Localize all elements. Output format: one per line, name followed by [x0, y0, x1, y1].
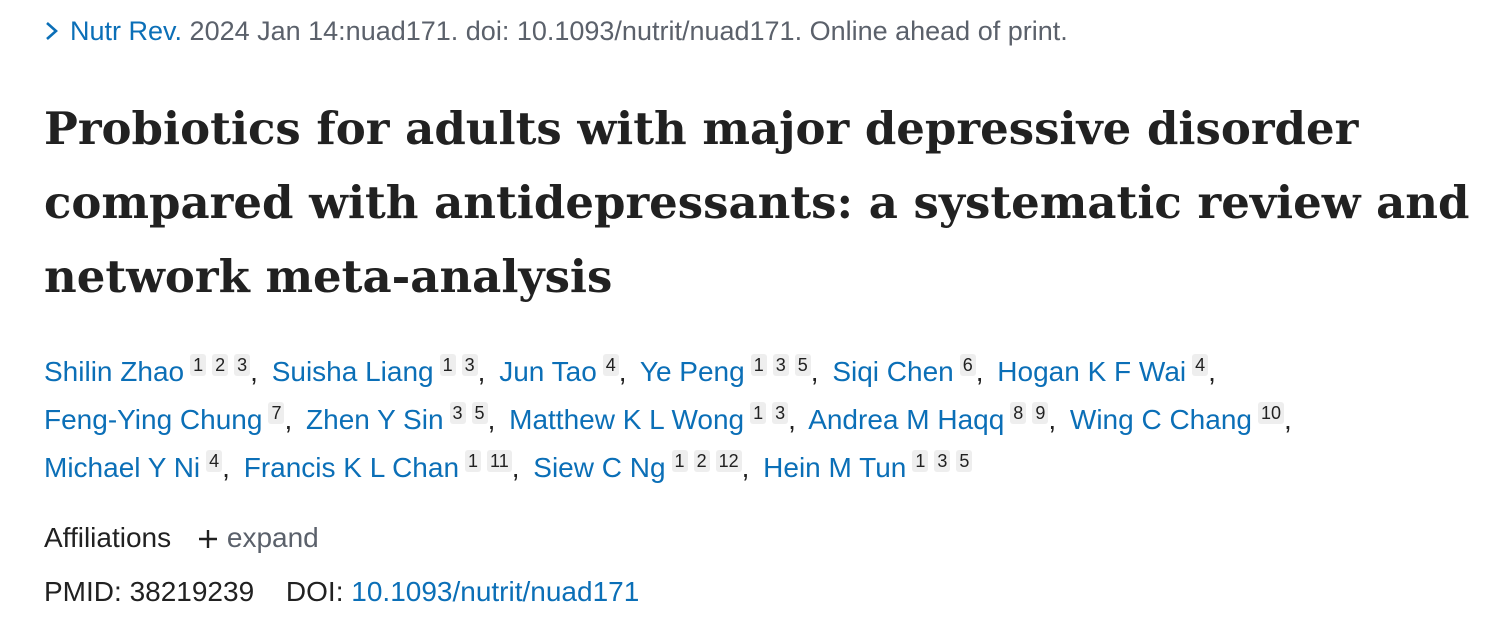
- affiliation-ref[interactable]: 2: [212, 354, 229, 376]
- author-name[interactable]: Hogan K F Wai: [997, 356, 1187, 387]
- separator: ,: [284, 404, 293, 435]
- author: Andrea M Haqq 8 9,: [808, 402, 1062, 435]
- separator: ,: [222, 452, 230, 483]
- author: Michael Y Ni 4,: [44, 450, 236, 483]
- affiliation-ref[interactable]: 4: [1192, 354, 1209, 376]
- citation-details: 2024 Jan 14:nuad171. doi: 10.1093/nutrit…: [189, 16, 1068, 46]
- affiliation-ref[interactable]: 12: [715, 450, 742, 472]
- author: Suisha Liang 1 3,: [271, 354, 492, 387]
- author-name[interactable]: Suisha Liang: [271, 356, 434, 387]
- separator: ,: [618, 356, 627, 387]
- author: Siqi Chen 6,: [832, 354, 989, 387]
- chevron-icon: [46, 22, 58, 40]
- separator: ,: [975, 356, 984, 387]
- affiliation-ref[interactable]: 10: [1257, 402, 1285, 424]
- author: Feng-Ying Chung 7,: [44, 402, 298, 435]
- author: Hein M Tun 1 3 5: [763, 450, 973, 483]
- author-name[interactable]: Siew C Ng: [533, 452, 666, 483]
- affiliation-ref[interactable]: 4: [206, 450, 223, 472]
- author-name[interactable]: Jun Tao: [499, 356, 597, 387]
- affiliation-ref[interactable]: 1: [439, 354, 456, 376]
- doi-label: DOI:: [285, 576, 344, 607]
- affiliation-ref[interactable]: 8: [1010, 402, 1027, 424]
- authors-list: Shilin Zhao 1 2 3, Suisha Liang 1 3, Jun Tao 4…: [44, 348, 1464, 492]
- author: Matthew K L Wong 1 3,: [509, 402, 802, 435]
- plus-icon: [198, 530, 217, 548]
- author-name[interactable]: Shilin Zhao: [44, 356, 185, 387]
- author: Zhen Y Sin 3 5,: [306, 402, 501, 435]
- affiliation-ref[interactable]: 3: [772, 354, 789, 376]
- author-name[interactable]: Andrea M Haqq: [808, 404, 1005, 435]
- affiliation-ref[interactable]: 3: [934, 450, 951, 472]
- author: Hogan K F Wai 4,: [997, 354, 1222, 387]
- separator: ,: [477, 356, 486, 387]
- article-title: Probiotics for adults with major depress…: [44, 102, 1470, 303]
- citation: Nutr Rev. 2024 Jan 14:nuad171. doi: 10.1…: [44, 16, 1068, 47]
- author: Siew C Ng 1 2 12,: [533, 450, 755, 483]
- author: Wing C Chang 10,: [1069, 402, 1298, 435]
- affiliation-ref[interactable]: 7: [268, 402, 285, 424]
- separator: ,: [1208, 356, 1216, 387]
- affiliation-ref[interactable]: 6: [959, 354, 976, 376]
- affiliation-ref[interactable]: 1: [671, 450, 688, 472]
- affiliation-ref[interactable]: 1: [465, 450, 482, 472]
- affiliation-ref[interactable]: 1: [750, 402, 767, 424]
- author-name[interactable]: Wing C Chang: [1069, 404, 1252, 435]
- author-name[interactable]: Siqi Chen: [832, 356, 954, 387]
- author: Ye Peng 1 3 5,: [639, 354, 825, 387]
- doi-link[interactable]: 10.1093/nutrit/nuad171: [351, 576, 640, 607]
- affiliation-ref[interactable]: 9: [1032, 402, 1049, 424]
- pmid: 38219239: [129, 576, 255, 607]
- affiliation-ref[interactable]: 5: [956, 450, 973, 472]
- separator: ,: [487, 404, 496, 435]
- affiliation-ref[interactable]: 3: [449, 402, 466, 424]
- author-name[interactable]: Matthew K L Wong: [509, 404, 745, 435]
- author-name[interactable]: Francis K L Chan: [243, 452, 460, 483]
- affiliation-ref[interactable]: 5: [794, 354, 811, 376]
- affiliation-ref[interactable]: 3: [234, 354, 251, 376]
- author: Shilin Zhao 1 2 3,: [44, 354, 264, 387]
- separator: ,: [511, 452, 520, 483]
- separator: ,: [250, 356, 258, 387]
- author-name[interactable]: Zhen Y Sin: [306, 404, 444, 435]
- separator: ,: [1048, 404, 1057, 435]
- author-name[interactable]: Hein M Tun: [763, 452, 907, 483]
- author-name[interactable]: Ye Peng: [639, 356, 745, 387]
- separator: ,: [788, 404, 796, 435]
- separator: ,: [741, 452, 750, 483]
- author: Francis K L Chan 1 11,: [243, 450, 526, 483]
- author-name[interactable]: Michael Y Ni: [44, 452, 201, 483]
- affiliation-ref[interactable]: 2: [693, 450, 710, 472]
- affiliation-ref[interactable]: 1: [190, 354, 207, 376]
- author-name[interactable]: Feng-Ying Chung: [44, 404, 263, 435]
- affiliation-ref[interactable]: 3: [461, 354, 478, 376]
- affiliations: Affiliations expand: [44, 522, 319, 554]
- expand-toggle[interactable]: expand: [197, 522, 319, 553]
- pmid-label: PMID:: [44, 576, 122, 607]
- author: Jun Tao 4,: [499, 354, 632, 387]
- separator: ,: [810, 356, 819, 387]
- expand-text[interactable]: expand: [226, 522, 319, 553]
- journal-link[interactable]: Nutr Rev.: [70, 16, 183, 46]
- affiliation-ref[interactable]: 1: [750, 354, 767, 376]
- affiliation-ref[interactable]: 3: [772, 402, 789, 424]
- affiliation-ref[interactable]: 1: [912, 450, 929, 472]
- affiliation-ref[interactable]: 4: [602, 354, 619, 376]
- separator: ,: [1284, 404, 1292, 435]
- identifiers: PMID: 38219239 DOI: 10.1093/nutrit/nuad1…: [44, 576, 639, 608]
- affiliation-ref[interactable]: 5: [471, 402, 488, 424]
- affiliations-label: Affiliations: [44, 522, 172, 553]
- affiliation-ref[interactable]: 11: [487, 450, 512, 472]
